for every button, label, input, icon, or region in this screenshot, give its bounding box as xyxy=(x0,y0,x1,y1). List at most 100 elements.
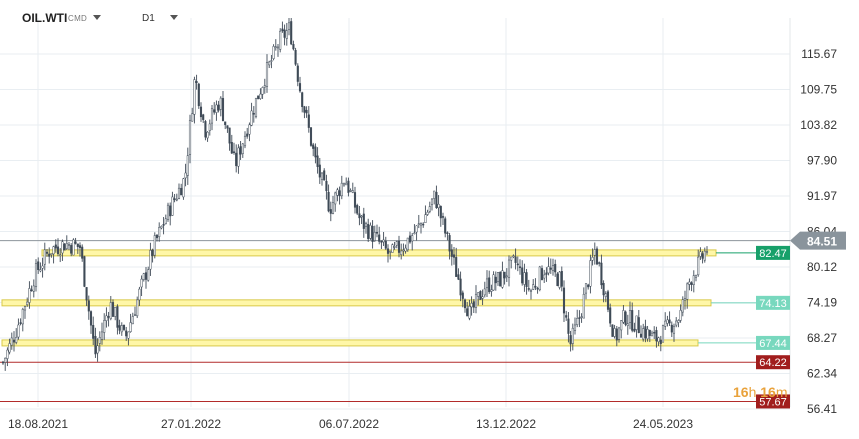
candle-body xyxy=(580,316,583,318)
candle-body xyxy=(45,251,49,254)
x-tick-label: 24.05.2023 xyxy=(633,417,693,431)
timeframe-dropdown-icon[interactable] xyxy=(170,15,178,20)
candle-body xyxy=(492,274,495,291)
candle-body xyxy=(556,273,559,286)
candle-body xyxy=(166,204,170,220)
candle-body xyxy=(501,270,504,288)
candle-body xyxy=(628,310,632,323)
candle-body xyxy=(92,325,95,339)
price-level-tag xyxy=(756,335,790,350)
candle-body xyxy=(593,249,596,256)
y-tick-label: 103.82 xyxy=(800,118,837,132)
candle-body xyxy=(67,244,71,246)
symbol-name[interactable]: OIL.WTI xyxy=(22,11,68,25)
candle-body xyxy=(127,331,130,339)
candle-body xyxy=(76,243,79,247)
candle-body xyxy=(171,196,174,216)
symbol-dropdown-icon[interactable] xyxy=(93,15,101,20)
candle-body xyxy=(404,247,407,252)
candle-body xyxy=(560,271,563,287)
candle-body xyxy=(228,127,231,144)
candle-body xyxy=(532,284,535,290)
candle-body xyxy=(265,62,269,87)
candle-body xyxy=(505,275,508,278)
candle-body xyxy=(182,178,185,198)
candle-body xyxy=(622,310,625,323)
candle-body xyxy=(461,292,464,299)
x-tick-label: 13.12.2022 xyxy=(476,417,536,431)
candle-body xyxy=(274,46,277,49)
candle-body xyxy=(294,49,297,65)
candle-body xyxy=(448,235,451,252)
price-axis[interactable]: 115.67109.75103.8297.9091.9786.0480.1274… xyxy=(800,47,837,416)
candle-body xyxy=(402,249,405,252)
candle-body xyxy=(17,324,20,338)
candle-body xyxy=(250,110,253,126)
candle-body xyxy=(393,246,396,248)
candle-body xyxy=(290,21,293,45)
time-axis[interactable]: 18.08.2021 27.01.2022 06.07.2022 13.12.2022… xyxy=(8,417,693,431)
candle-body xyxy=(155,234,159,239)
candle-body xyxy=(239,146,242,155)
candle-body xyxy=(703,250,706,261)
candle-body xyxy=(140,278,143,288)
candle-body xyxy=(215,104,218,113)
y-tick-label: 115.67 xyxy=(801,47,837,61)
candle-body xyxy=(338,190,341,197)
candle-body xyxy=(208,123,211,131)
candle-body xyxy=(547,266,550,274)
candle-body xyxy=(136,299,139,317)
y-tick-label: 62.34 xyxy=(807,366,837,380)
candle-body xyxy=(305,109,308,114)
candle-body xyxy=(52,246,55,255)
price-level-tag-label: 57.67 xyxy=(759,396,787,408)
candle-body xyxy=(529,290,533,292)
candle-body xyxy=(389,250,392,253)
candle-body xyxy=(576,318,579,325)
candle-body xyxy=(635,315,638,330)
candle-body xyxy=(507,259,511,279)
candle-body xyxy=(8,343,11,353)
candle-body xyxy=(666,319,669,324)
candle-body xyxy=(543,274,546,279)
countdown-minutes: 16 xyxy=(760,384,776,400)
candle-body xyxy=(646,329,649,340)
candle-body xyxy=(360,215,363,218)
candle-body xyxy=(485,278,489,289)
symbol-type: CMD xyxy=(68,14,88,23)
candle-body xyxy=(567,318,570,334)
candle-body xyxy=(325,180,328,192)
candle-body xyxy=(595,248,599,265)
candle-body xyxy=(534,285,537,288)
candle-body xyxy=(639,333,643,338)
candle-body xyxy=(336,189,339,196)
candle-body xyxy=(406,237,409,251)
candlestick-series xyxy=(1,18,709,371)
candle-body xyxy=(598,262,601,264)
countdown-hours-unit: h xyxy=(748,384,757,400)
y-tick-label: 80.12 xyxy=(807,260,837,274)
candle-body xyxy=(96,345,99,354)
candle-body xyxy=(197,83,200,107)
candle-body xyxy=(527,288,530,290)
countdown-minutes-unit: m xyxy=(775,384,788,400)
candle-body xyxy=(573,324,577,331)
candle-body xyxy=(142,273,145,280)
candle-body xyxy=(373,232,376,241)
candle-body xyxy=(241,143,244,154)
candle-body xyxy=(466,308,469,317)
candle-body xyxy=(512,255,515,258)
y-tick-label: 109.75 xyxy=(800,82,837,96)
timeframe-value[interactable]: D1 xyxy=(142,13,155,24)
candle-body xyxy=(118,325,121,331)
candle-body xyxy=(672,325,676,334)
candle-body xyxy=(144,272,148,280)
candle-body xyxy=(186,155,189,176)
candle-body xyxy=(488,277,491,293)
candle-body xyxy=(175,198,178,201)
candle-body xyxy=(457,274,460,280)
candle-body xyxy=(578,317,581,319)
candle-body xyxy=(582,293,585,319)
candle-body xyxy=(109,302,112,319)
